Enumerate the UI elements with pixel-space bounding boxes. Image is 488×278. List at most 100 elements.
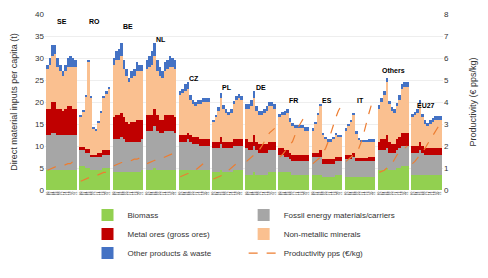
svg-text:16: 16 xyxy=(364,191,368,195)
svg-text:08: 08 xyxy=(155,191,159,195)
svg-text:10: 10 xyxy=(390,191,394,195)
svg-text:10: 10 xyxy=(357,191,361,195)
svg-text:00: 00 xyxy=(145,191,149,195)
svg-text:08: 08 xyxy=(188,191,192,195)
svg-text:20: 20 xyxy=(270,191,274,195)
svg-text:16: 16 xyxy=(199,191,203,195)
svg-text:16: 16 xyxy=(431,191,435,195)
svg-text:8: 8 xyxy=(444,10,449,19)
svg-text:Direct material inputs per cap: Direct material inputs per capita (t) xyxy=(9,33,19,171)
svg-text:5: 5 xyxy=(444,76,449,85)
svg-text:21: 21 xyxy=(107,191,111,195)
svg-text:08: 08 xyxy=(56,191,60,195)
svg-text:14: 14 xyxy=(196,191,200,195)
svg-text:02: 02 xyxy=(247,191,251,195)
svg-text:21: 21 xyxy=(74,191,78,195)
svg-text:15: 15 xyxy=(35,120,44,129)
svg-text:02: 02 xyxy=(181,191,185,195)
svg-text:12: 12 xyxy=(293,191,297,195)
svg-text:10: 10 xyxy=(224,191,228,195)
svg-text:16: 16 xyxy=(132,191,136,195)
svg-text:14: 14 xyxy=(362,191,366,195)
svg-text:02: 02 xyxy=(313,191,317,195)
svg-text:12: 12 xyxy=(426,191,430,195)
svg-text:14: 14 xyxy=(262,191,266,195)
svg-text:00: 00 xyxy=(410,191,414,195)
svg-text:08: 08 xyxy=(122,191,126,195)
svg-text:18: 18 xyxy=(334,191,338,195)
svg-text:08: 08 xyxy=(222,191,226,195)
svg-text:18: 18 xyxy=(68,191,72,195)
svg-text:00: 00 xyxy=(112,191,116,195)
svg-text:20: 20 xyxy=(104,191,108,195)
svg-text:ES: ES xyxy=(322,97,332,104)
svg-text:21: 21 xyxy=(206,191,210,195)
svg-text:PL: PL xyxy=(222,84,232,91)
svg-text:16: 16 xyxy=(331,191,335,195)
svg-text:0: 0 xyxy=(40,186,45,195)
svg-text:12: 12 xyxy=(160,191,164,195)
svg-text:7: 7 xyxy=(444,32,449,41)
svg-text:16: 16 xyxy=(99,191,103,195)
svg-text:00: 00 xyxy=(344,191,348,195)
svg-text:Productivity pps (€/kg): Productivity pps (€/kg) xyxy=(284,249,363,258)
svg-text:04: 04 xyxy=(349,191,353,195)
svg-text:06: 06 xyxy=(86,191,90,195)
svg-text:00: 00 xyxy=(178,191,182,195)
svg-text:14: 14 xyxy=(395,191,399,195)
svg-text:20: 20 xyxy=(137,191,141,195)
svg-text:12: 12 xyxy=(127,191,131,195)
svg-text:10: 10 xyxy=(324,191,328,195)
svg-text:02: 02 xyxy=(380,191,384,195)
svg-text:Fossil energy materials/carrie: Fossil energy materials/carriers xyxy=(284,211,395,220)
svg-text:21: 21 xyxy=(438,191,442,195)
svg-text:08: 08 xyxy=(387,191,391,195)
svg-text:04: 04 xyxy=(84,191,88,195)
svg-text:02: 02 xyxy=(214,191,218,195)
svg-text:00: 00 xyxy=(211,191,215,195)
svg-text:SE: SE xyxy=(57,18,67,25)
svg-text:04: 04 xyxy=(283,191,287,195)
svg-text:16: 16 xyxy=(298,191,302,195)
svg-text:00: 00 xyxy=(79,191,83,195)
svg-text:14: 14 xyxy=(229,191,233,195)
svg-text:10: 10 xyxy=(191,191,195,195)
svg-text:Biomass: Biomass xyxy=(128,211,159,220)
svg-text:Others: Others xyxy=(382,67,405,74)
svg-text:20: 20 xyxy=(436,191,440,195)
svg-text:10: 10 xyxy=(290,191,294,195)
svg-text:10: 10 xyxy=(58,191,62,195)
svg-text:18: 18 xyxy=(433,191,437,195)
svg-text:02: 02 xyxy=(148,191,152,195)
svg-text:21: 21 xyxy=(273,191,277,195)
svg-text:NL: NL xyxy=(156,36,166,43)
svg-text:21: 21 xyxy=(405,191,409,195)
svg-text:16: 16 xyxy=(265,191,269,195)
svg-text:18: 18 xyxy=(102,191,106,195)
svg-text:6: 6 xyxy=(444,54,449,63)
svg-text:06: 06 xyxy=(285,191,289,195)
svg-text:12: 12 xyxy=(326,191,330,195)
svg-text:04: 04 xyxy=(150,191,154,195)
svg-text:FR: FR xyxy=(289,97,298,104)
svg-text:20: 20 xyxy=(35,98,44,107)
svg-text:18: 18 xyxy=(168,191,172,195)
svg-text:04: 04 xyxy=(117,191,121,195)
svg-text:DE: DE xyxy=(256,84,266,91)
svg-text:06: 06 xyxy=(186,191,190,195)
svg-text:18: 18 xyxy=(400,191,404,195)
svg-text:20: 20 xyxy=(370,191,374,195)
svg-text:35: 35 xyxy=(35,32,44,41)
svg-text:04: 04 xyxy=(415,191,419,195)
svg-text:20: 20 xyxy=(336,191,340,195)
svg-text:04: 04 xyxy=(51,191,55,195)
svg-text:10: 10 xyxy=(125,191,129,195)
svg-text:14: 14 xyxy=(296,191,300,195)
svg-text:06: 06 xyxy=(219,191,223,195)
svg-text:10: 10 xyxy=(257,191,261,195)
svg-text:Other products & waste: Other products & waste xyxy=(128,249,212,258)
svg-text:18: 18 xyxy=(301,191,305,195)
svg-text:04: 04 xyxy=(250,191,254,195)
svg-text:BE: BE xyxy=(123,23,133,30)
svg-text:04: 04 xyxy=(316,191,320,195)
